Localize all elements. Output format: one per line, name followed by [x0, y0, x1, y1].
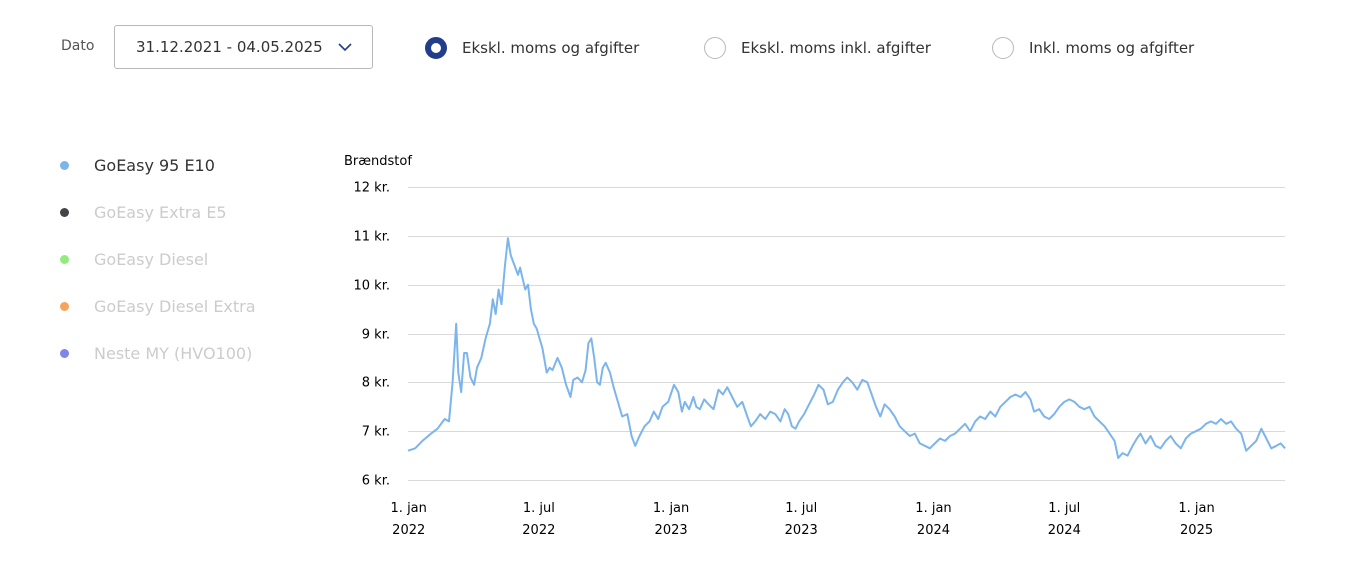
x-tick-year-label: 2023: [785, 523, 818, 538]
y-tick-label: 8 kr.: [362, 376, 390, 391]
radio-circle: [992, 37, 1014, 59]
x-tick-label: 1. jul: [785, 501, 817, 516]
x-tick-label: 1. jan: [1178, 501, 1214, 516]
legend-dot: [60, 207, 69, 217]
date-range-select[interactable]: 31.12.2021 - 04.05.2025: [114, 25, 373, 69]
radio-label: Ekskl. moms inkl. afgifter: [741, 39, 931, 57]
radio-circle: [704, 37, 726, 59]
x-tick-label: 1. jan: [653, 501, 689, 516]
x-tick-year-label: 2022: [522, 523, 555, 538]
legend-dot: [60, 348, 69, 358]
x-tick-label: 1. jan: [915, 501, 951, 516]
y-axis-title: Brændstof: [344, 154, 412, 169]
legend-item-neste-my-hvo100[interactable]: Neste MY (HVO100): [60, 338, 300, 368]
x-tick-year-label: 2023: [655, 523, 688, 538]
x-tick-label: 1. jan: [391, 501, 427, 516]
legend-dot: [60, 254, 69, 264]
radio-circle: [425, 37, 447, 59]
legend-label: GoEasy Diesel: [94, 249, 209, 269]
chevron-down-icon: [338, 43, 352, 52]
x-tick-label: 1. jul: [523, 501, 555, 516]
y-tick-label: 7 kr.: [362, 425, 390, 440]
y-tick-label: 10 kr.: [354, 279, 391, 294]
legend-item-goeasy-95-e10[interactable]: GoEasy 95 E10: [60, 150, 300, 180]
y-tick-label: 11 kr.: [354, 230, 391, 245]
x-tick-label: 1. jul: [1048, 501, 1080, 516]
legend-label: GoEasy 95 E10: [94, 155, 215, 175]
date-label: Dato: [61, 38, 95, 54]
x-tick-year-label: 2024: [917, 523, 950, 538]
legend-dot: [60, 301, 69, 311]
radio-label: Ekskl. moms og afgifter: [462, 39, 640, 57]
y-tick-label: 6 kr.: [362, 474, 390, 489]
radio-label: Inkl. moms og afgifter: [1029, 39, 1195, 57]
y-tick-label: 12 kr.: [354, 181, 391, 196]
x-tick-year-label: 2022: [392, 523, 425, 538]
radio-ekskl-moms-og-afgifter[interactable]: Ekskl. moms og afgifter: [425, 35, 639, 61]
radio-ekskl-moms-inkl-afgifter[interactable]: Ekskl. moms inkl. afgifter: [704, 35, 931, 61]
date-range-value: 31.12.2021 - 04.05.2025: [136, 38, 322, 56]
y-tick-label: 9 kr.: [362, 328, 390, 343]
legend-item-goeasy-diesel-extra[interactable]: GoEasy Diesel Extra: [60, 291, 300, 321]
legend-item-goeasy-diesel[interactable]: GoEasy Diesel: [60, 244, 300, 274]
x-tick-year-label: 2024: [1048, 523, 1081, 538]
legend-dot: [60, 160, 69, 170]
legend-label: GoEasy Diesel Extra: [94, 296, 256, 316]
x-tick-year-label: 2025: [1180, 523, 1213, 538]
legend-item-goeasy-extra-e5[interactable]: GoEasy Extra E5: [60, 197, 300, 227]
legend-label: Neste MY (HVO100): [94, 343, 253, 363]
series-line-goeasy-95-e10[interactable]: [407, 237, 1286, 459]
legend-label: GoEasy Extra E5: [94, 202, 227, 222]
radio-inkl-moms-og-afgifter[interactable]: Inkl. moms og afgifter: [992, 35, 1194, 61]
